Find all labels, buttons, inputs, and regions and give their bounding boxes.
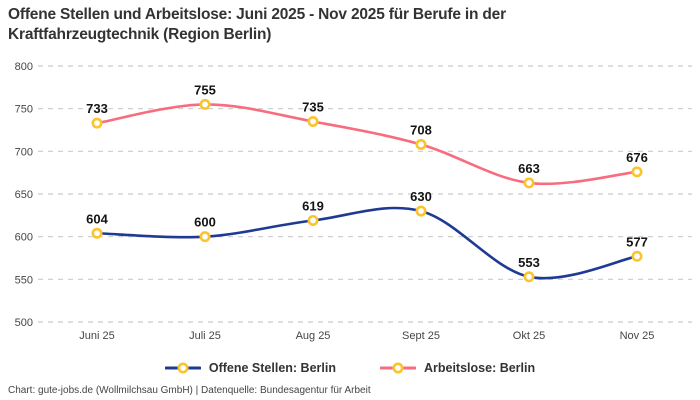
x-tick-label: Aug 25 bbox=[296, 330, 331, 342]
legend-item-arbeitslose[interactable]: Arbeitslose: Berlin bbox=[379, 361, 536, 375]
data-point-marker[interactable] bbox=[307, 115, 319, 127]
legend-line-marker-swatch bbox=[164, 362, 201, 374]
y-tick-label: 750 bbox=[15, 104, 33, 116]
series-line-offene-stellen-berlin bbox=[95, 206, 639, 280]
x-tick-label: Okt 25 bbox=[513, 330, 545, 342]
data-point-label: 735 bbox=[302, 99, 324, 114]
series-line-arbeitslose-berlin bbox=[95, 103, 639, 186]
y-tick-label: 650 bbox=[15, 189, 33, 201]
x-tick-label: Nov 25 bbox=[620, 330, 655, 342]
data-point-label: 553 bbox=[518, 255, 540, 270]
x-tick-label: Juli 25 bbox=[189, 330, 221, 342]
data-point-label: 604 bbox=[86, 211, 108, 226]
legend-marker-sample bbox=[177, 362, 189, 374]
y-tick-label: 600 bbox=[15, 232, 33, 244]
data-point-marker[interactable] bbox=[415, 205, 427, 217]
data-point-marker[interactable] bbox=[199, 231, 211, 243]
data-point-label: 755 bbox=[194, 82, 216, 97]
data-point-label: 733 bbox=[86, 101, 108, 116]
data-point-marker[interactable] bbox=[199, 98, 211, 110]
data-point-marker[interactable] bbox=[631, 166, 643, 178]
data-point-marker[interactable] bbox=[91, 117, 103, 129]
line-chart-plot-area: 500 550 600 650 700 750 800 Juni 25 Juli 25 Aug 2… bbox=[15, 61, 692, 342]
legend-item-offene-stellen[interactable]: Offene Stellen: Berlin bbox=[164, 361, 336, 375]
data-point-marker[interactable] bbox=[415, 139, 427, 151]
data-point-label: 630 bbox=[410, 189, 432, 204]
data-point-label: 708 bbox=[410, 123, 432, 138]
data-point-label: 600 bbox=[194, 215, 216, 230]
legend-label-offene-stellen: Offene Stellen: Berlin bbox=[208, 361, 336, 375]
x-tick-label: Sept 25 bbox=[402, 330, 440, 342]
legend-label-arbeitslose: Arbeitslose: Berlin bbox=[423, 361, 536, 375]
chart-legend: Offene Stellen: Berlin Arbeitslose: Berl… bbox=[0, 361, 700, 375]
data-point-marker[interactable] bbox=[631, 250, 643, 262]
y-tick-label: 500 bbox=[15, 317, 33, 329]
x-tick-label: Juni 25 bbox=[79, 330, 114, 342]
y-tick-label: 550 bbox=[15, 274, 33, 286]
data-point-label: 676 bbox=[626, 150, 648, 165]
data-point-label: 577 bbox=[626, 234, 648, 249]
data-point-label: 619 bbox=[302, 198, 324, 213]
y-tick-label: 800 bbox=[15, 61, 33, 73]
legend-marker-sample bbox=[392, 362, 404, 374]
data-point-marker[interactable] bbox=[91, 227, 103, 239]
chart-source-footer: Chart: gute-jobs.de (Wollmilchsau GmbH) … bbox=[8, 385, 371, 396]
data-point-marker[interactable] bbox=[307, 214, 319, 226]
chart-title: Offene Stellen und Arbeitslose: Juni 202… bbox=[8, 6, 506, 43]
data-point-marker[interactable] bbox=[523, 271, 535, 283]
legend-line-marker-swatch bbox=[379, 362, 416, 374]
y-tick-label: 700 bbox=[15, 146, 33, 158]
data-point-marker[interactable] bbox=[523, 177, 535, 189]
data-point-label: 663 bbox=[518, 161, 540, 176]
